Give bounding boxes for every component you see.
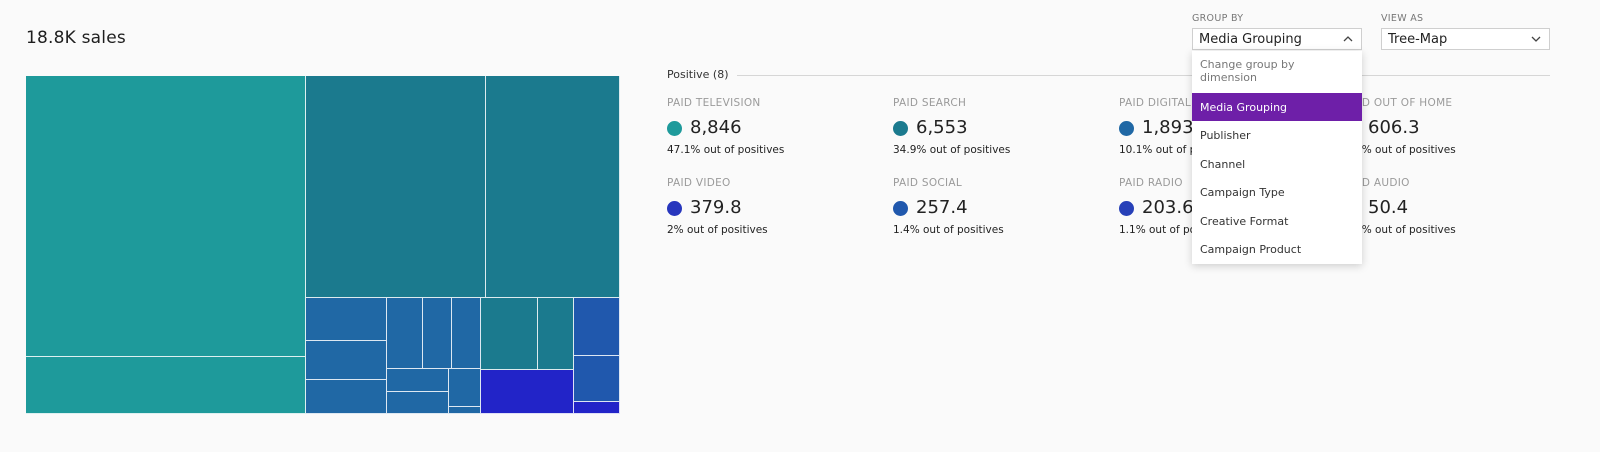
legend-dot <box>1119 201 1134 216</box>
dropdown-option-campaign-product[interactable]: Campaign Product <box>1192 235 1362 263</box>
metric-value: 203.6 <box>1142 197 1194 218</box>
treemap-cell-paid-video[interactable] <box>481 370 574 414</box>
legend-dot <box>667 201 682 216</box>
dropdown-option-campaign-type[interactable]: Campaign Type <box>1192 178 1362 206</box>
metric-name: PAID DIGITAL <box>1119 97 1192 109</box>
dropdown-option-publisher[interactable]: Publisher <box>1192 121 1362 149</box>
metric-name: PAID VIDEO <box>667 177 731 189</box>
treemap-cell-paid-digital-1[interactable] <box>306 298 387 341</box>
option-label: Creative Format <box>1200 215 1289 228</box>
metric-paid-search: PAID SEARCH 6,553 34.9% out of positives <box>893 97 1103 156</box>
treemap-cell-paid-digital-2[interactable] <box>306 341 387 380</box>
chevron-up-icon <box>1343 36 1353 42</box>
treemap-chart <box>26 76 620 414</box>
legend-dot <box>1119 121 1134 136</box>
metric-name: PAID SEARCH <box>893 97 967 109</box>
treemap-cell-paid-audio[interactable] <box>574 402 620 414</box>
dropdown-hint: Change group by dimension <box>1200 58 1295 84</box>
view-as-label: VIEW AS <box>1381 13 1424 24</box>
metric-paid-television: PAID TELEVISION 8,846 47.1% out of posit… <box>667 97 877 156</box>
option-label: Campaign Type <box>1200 186 1285 199</box>
metric-value: 50.4 <box>1368 197 1409 218</box>
metric-name: PAID RADIO <box>1119 177 1183 189</box>
dropdown-option-media-grouping[interactable]: Media Grouping <box>1192 93 1362 121</box>
treemap-cell-paid-digital-5[interactable] <box>423 298 452 369</box>
view-as-value: Tree-Map <box>1388 32 1448 47</box>
page-title: 18.8K sales <box>26 28 126 48</box>
metric-value: 1,893 <box>1142 117 1194 138</box>
metric-name: PAID OUT OF HOME <box>1345 97 1453 109</box>
section-label: Positive (8) <box>667 68 729 81</box>
metric-percentage: 1.4% out of positives <box>893 224 1004 236</box>
positive-section-header: Positive (8) <box>667 68 1550 84</box>
treemap-cell-paid-search-2[interactable] <box>486 76 620 298</box>
treemap-cell-paid-search-1[interactable] <box>306 76 486 298</box>
metric-value: 606.3 <box>1368 117 1420 138</box>
metric-percentage: 34.9% out of positives <box>893 144 1011 156</box>
metric-percentage: 0.3% out of positives <box>1345 224 1456 236</box>
section-divider <box>737 75 1550 76</box>
metric-paid-video: PAID VIDEO 379.8 2% out of positives <box>667 177 877 236</box>
dropdown-option-channel[interactable]: Channel <box>1192 150 1362 178</box>
dropdown-option-creative-format[interactable]: Creative Format <box>1192 207 1362 235</box>
treemap-cell-paid-social-2[interactable] <box>574 356 620 402</box>
treemap-cell-paid-digital-4[interactable] <box>387 298 423 369</box>
treemap-cell-paid-digital-7[interactable] <box>387 369 449 392</box>
legend-dot <box>667 121 682 136</box>
metric-percentage: 47.1% out of positives <box>667 144 785 156</box>
group-by-label: GROUP BY <box>1192 13 1244 24</box>
metric-paid-out-of-home: PAID OUT OF HOME 606.3 3.2% out of posit… <box>1345 97 1555 156</box>
metric-name: PAID SOCIAL <box>893 177 963 189</box>
treemap-cell-paid-digital-8[interactable] <box>387 392 449 414</box>
metric-percentage: 2% out of positives <box>667 224 768 236</box>
metric-name: PAID TELEVISION <box>667 97 761 109</box>
chevron-down-icon <box>1531 36 1541 42</box>
option-label: Media Grouping <box>1200 101 1288 114</box>
metric-value: 8,846 <box>690 117 742 138</box>
treemap-cell-paid-television-small[interactable] <box>26 357 306 414</box>
metric-value: 257.4 <box>916 197 968 218</box>
group-by-value: Media Grouping <box>1199 32 1302 47</box>
metric-percentage: 3.2% out of positives <box>1345 144 1456 156</box>
group-by-dropdown-menu: Change group by dimension Media Grouping… <box>1192 51 1362 264</box>
option-label: Channel <box>1200 158 1246 171</box>
treemap-cell-paid-ooh-2[interactable] <box>538 298 574 370</box>
group-by-select[interactable]: Media Grouping <box>1192 28 1362 50</box>
metric-value: 6,553 <box>916 117 968 138</box>
treemap-cell-paid-ooh-1[interactable] <box>481 298 538 370</box>
treemap-cell-paid-social-1[interactable] <box>574 298 620 356</box>
metric-paid-audio: PAID AUDIO 50.4 0.3% out of positives <box>1345 177 1555 236</box>
metric-name: PAID AUDIO <box>1345 177 1410 189</box>
legend-dot <box>893 121 908 136</box>
option-label: Publisher <box>1200 129 1251 142</box>
treemap-cell-paid-digital-3[interactable] <box>306 380 387 414</box>
treemap-cell-paid-digital-6[interactable] <box>452 298 481 369</box>
metric-paid-social: PAID SOCIAL 257.4 1.4% out of positives <box>893 177 1103 236</box>
treemap-cell-paid-radio-1[interactable] <box>449 369 481 407</box>
treemap-cell-paid-radio-2[interactable] <box>449 407 481 414</box>
view-as-select[interactable]: Tree-Map <box>1381 28 1550 50</box>
legend-dot <box>893 201 908 216</box>
metric-value: 379.8 <box>690 197 742 218</box>
treemap-cell-paid-television-main[interactable] <box>26 76 306 357</box>
option-label: Campaign Product <box>1200 243 1302 256</box>
